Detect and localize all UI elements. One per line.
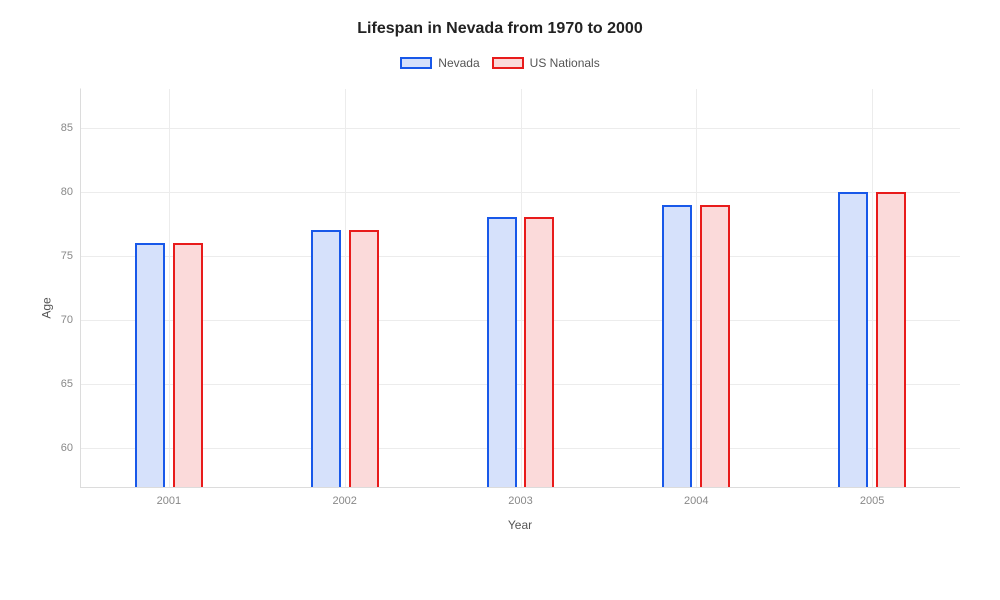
bar-nevada	[838, 192, 868, 487]
x-tick-label: 2003	[508, 487, 532, 507]
legend: Nevada US Nationals	[30, 56, 970, 70]
legend-label-nevada: Nevada	[438, 56, 479, 70]
x-tick-label: 2002	[332, 487, 356, 507]
y-tick-label: 80	[61, 186, 81, 198]
bar-nevada	[487, 217, 517, 487]
y-tick-label: 85	[61, 122, 81, 134]
chart-container: Lifespan in Nevada from 1970 to 2000 Nev…	[0, 0, 1000, 600]
bar-us-nationals	[524, 217, 554, 487]
bar-us-nationals	[876, 192, 906, 487]
x-axis-label: Year	[80, 518, 960, 532]
legend-item-us-nationals: US Nationals	[492, 56, 600, 70]
gridline-v	[696, 89, 697, 487]
legend-label-us-nationals: US Nationals	[530, 56, 600, 70]
gridline-v	[872, 89, 873, 487]
x-tick-label: 2001	[157, 487, 181, 507]
x-tick-label: 2005	[860, 487, 884, 507]
bar-nevada	[662, 205, 692, 487]
y-tick-label: 65	[61, 378, 81, 390]
plot-area: 60657075808520012002200320042005	[80, 88, 960, 488]
bar-us-nationals	[349, 230, 379, 487]
legend-swatch-nevada	[400, 57, 432, 69]
plot-wrap: Age 60657075808520012002200320042005 Yea…	[80, 88, 960, 528]
legend-item-nevada: Nevada	[400, 56, 479, 70]
legend-swatch-us-nationals	[492, 57, 524, 69]
y-tick-label: 70	[61, 314, 81, 326]
x-tick-label: 2004	[684, 487, 708, 507]
bar-us-nationals	[173, 243, 203, 487]
gridline-v	[521, 89, 522, 487]
bar-nevada	[311, 230, 341, 487]
y-tick-label: 75	[61, 250, 81, 262]
gridline-v	[345, 89, 346, 487]
y-tick-label: 60	[61, 442, 81, 454]
bar-nevada	[135, 243, 165, 487]
y-axis-label: Age	[40, 297, 54, 318]
bar-us-nationals	[700, 205, 730, 487]
gridline-v	[169, 89, 170, 487]
chart-title: Lifespan in Nevada from 1970 to 2000	[30, 20, 970, 38]
